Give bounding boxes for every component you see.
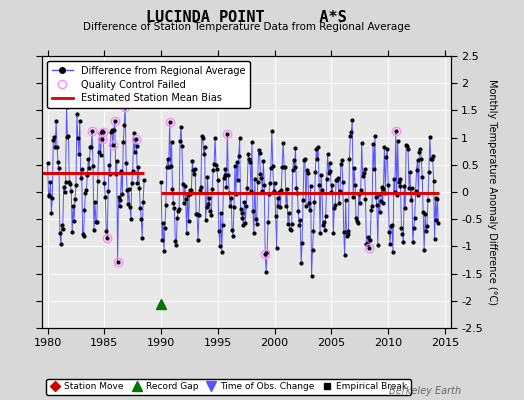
Text: Difference of Station Temperature Data from Regional Average: Difference of Station Temperature Data f… (83, 22, 410, 32)
Text: Berkeley Earth: Berkeley Earth (389, 386, 461, 396)
Legend: Station Move, Record Gap, Time of Obs. Change, Empirical Break: Station Move, Record Gap, Time of Obs. C… (47, 379, 411, 395)
Y-axis label: Monthly Temperature Anomaly Difference (°C): Monthly Temperature Anomaly Difference (… (487, 79, 497, 305)
Text: LUCINDA POINT      A*S: LUCINDA POINT A*S (146, 10, 347, 25)
